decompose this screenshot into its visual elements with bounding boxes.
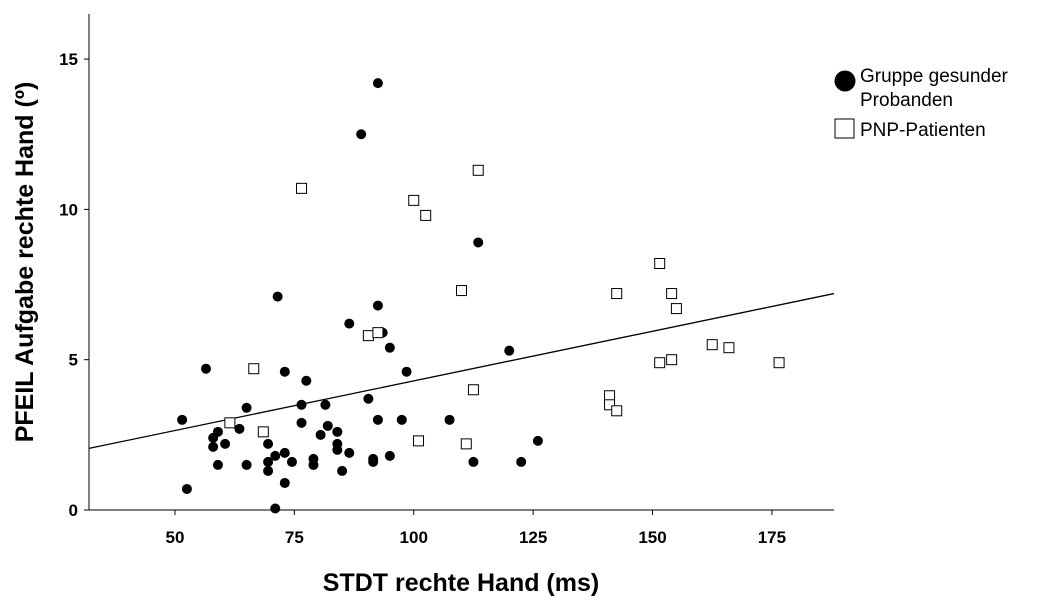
y-tick-label: 15 [59, 50, 78, 69]
point-healthy [177, 414, 188, 425]
point-pnp [257, 426, 269, 438]
point-healthy [322, 420, 333, 431]
point-healthy [241, 459, 252, 470]
point-healthy [396, 414, 407, 425]
legend-marker-open-square [834, 118, 855, 139]
point-healthy [372, 78, 383, 89]
point-pnp [413, 435, 425, 447]
y-tick-label: 10 [59, 200, 78, 219]
point-healthy [279, 366, 290, 377]
point-pnp [670, 303, 682, 315]
point-pnp [408, 194, 420, 206]
point-healthy [372, 300, 383, 311]
x-tick-label: 150 [638, 528, 666, 547]
legend-marker-filled-circle [834, 70, 856, 92]
point-pnp [604, 399, 616, 411]
point-healthy [315, 429, 326, 440]
point-healthy [270, 450, 281, 461]
point-healthy [332, 444, 343, 455]
point-pnp [666, 354, 678, 366]
point-healthy [444, 414, 455, 425]
point-healthy [516, 456, 527, 467]
point-healthy [344, 318, 355, 329]
point-healthy [263, 438, 274, 449]
point-healthy [337, 465, 348, 476]
point-healthy [468, 456, 479, 467]
point-healthy [279, 447, 290, 458]
data-points [177, 78, 785, 514]
x-tick-label: 50 [166, 528, 185, 547]
y-axis-title: PFEIL Aufgabe rechte Hand (º) [11, 82, 39, 443]
y-tick-label: 5 [69, 351, 78, 370]
point-healthy [241, 402, 252, 413]
point-healthy [220, 438, 231, 449]
point-healthy [504, 345, 515, 356]
point-pnp [467, 384, 479, 396]
point-pnp [773, 357, 785, 369]
point-healthy [296, 399, 307, 410]
x-tick-label: 75 [285, 528, 304, 547]
y-tick-label: 0 [69, 501, 78, 520]
x-ticks: 50 75 100 125 150 175 [166, 510, 786, 547]
point-healthy [301, 375, 312, 386]
point-healthy [272, 291, 283, 302]
point-healthy [279, 477, 290, 488]
point-pnp [654, 357, 666, 369]
point-healthy [270, 503, 281, 514]
point-pnp [248, 363, 260, 375]
point-healthy [286, 456, 297, 467]
point-healthy [372, 414, 383, 425]
fit-line [88, 292, 835, 450]
point-healthy [308, 459, 319, 470]
point-healthy [356, 129, 367, 140]
point-pnp [372, 327, 384, 339]
point-healthy [208, 441, 219, 452]
point-pnp [460, 438, 472, 450]
point-healthy [201, 363, 212, 374]
y-ticks: 0 5 10 15 [59, 50, 89, 520]
point-pnp [472, 164, 484, 176]
point-healthy [363, 393, 374, 404]
point-healthy [368, 456, 379, 467]
point-healthy [263, 456, 274, 467]
point-pnp [604, 390, 616, 402]
point-healthy [401, 366, 412, 377]
point-healthy [320, 399, 331, 410]
point-healthy [296, 417, 307, 428]
legend-label-healthy-line2: Probanden [860, 90, 953, 111]
point-pnp [706, 339, 718, 351]
point-pnp [723, 342, 735, 354]
legend: Gruppe gesunder Probanden PNP-Patienten [834, 66, 1009, 141]
point-pnp [420, 209, 432, 221]
point-pnp [456, 285, 467, 297]
point-pnp [654, 258, 666, 270]
point-pnp [362, 330, 374, 342]
point-healthy [344, 447, 355, 458]
point-healthy [263, 465, 274, 476]
legend-label-pnp: PNP-Patienten [860, 120, 986, 141]
legend-label-healthy-line1: Gruppe gesunder [860, 66, 1009, 87]
point-healthy [384, 342, 395, 353]
point-pnp [666, 288, 678, 300]
point-healthy [212, 459, 223, 470]
point-healthy [532, 435, 543, 446]
fit-line-group [88, 292, 835, 450]
point-pnp [611, 288, 623, 300]
point-healthy [181, 483, 192, 494]
point-healthy [384, 450, 395, 461]
point-healthy [473, 237, 484, 248]
point-pnp [296, 182, 308, 194]
point-pnp [224, 417, 236, 429]
x-tick-label: 100 [400, 528, 428, 547]
x-tick-label: 125 [519, 528, 547, 547]
point-healthy [332, 426, 343, 437]
point-pnp [611, 405, 623, 417]
point-healthy [234, 423, 245, 434]
point-healthy [208, 432, 219, 443]
x-axis-title: STDT rechte Hand (ms) [323, 569, 599, 597]
x-tick-label: 175 [758, 528, 786, 547]
axes [88, 14, 834, 511]
